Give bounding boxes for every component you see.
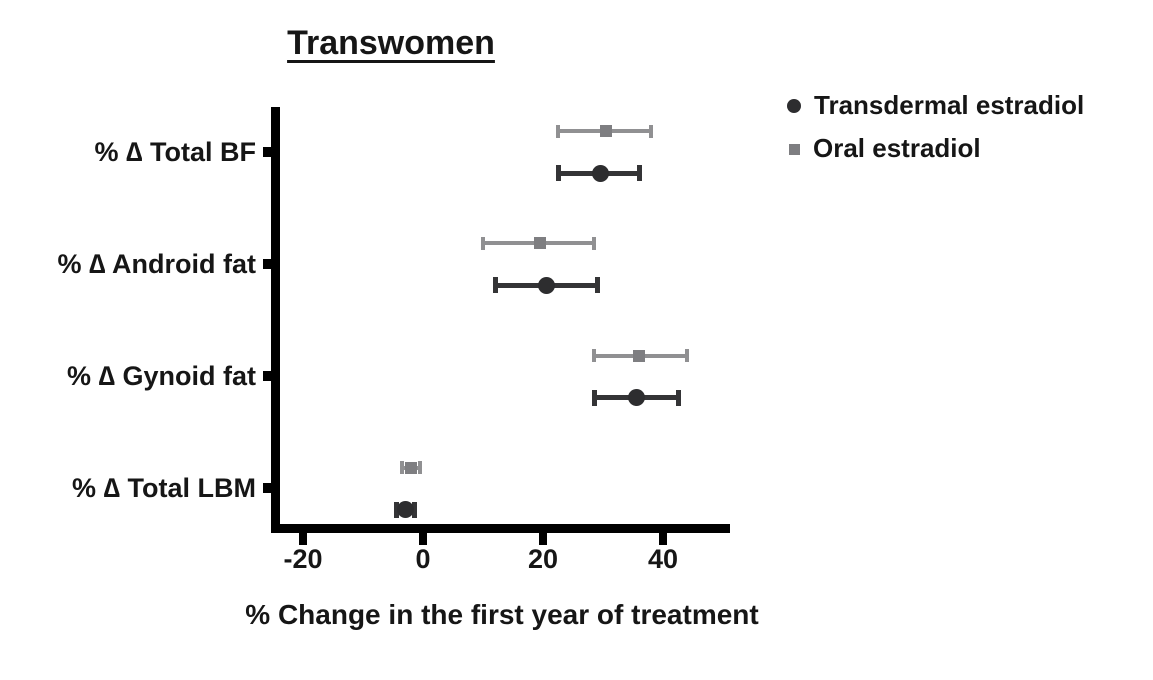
error-bar-cap <box>418 461 422 475</box>
x-tick-label: 20 <box>527 544 559 574</box>
x-axis-title: % Change in the first year of treatment <box>245 599 759 630</box>
category-label: % ∆ Gynoid fat <box>66 361 256 392</box>
error-bar-cap <box>393 501 399 518</box>
y-axis-tick <box>263 146 272 157</box>
data-marker-square <box>534 237 546 250</box>
error-bar-cap <box>675 389 681 406</box>
data-marker-square <box>405 461 417 474</box>
x-axis-tick <box>659 533 667 545</box>
y-axis-line <box>271 107 280 533</box>
legend-item-transdermal-estradiol: Transdermal estradiol <box>781 84 1084 127</box>
data-marker-circle <box>537 276 555 294</box>
error-bar-cap <box>592 349 596 363</box>
error-bar-cap <box>492 277 498 294</box>
circle-marker-icon <box>787 98 801 113</box>
error-bar-cap <box>594 277 600 294</box>
square-marker-icon <box>789 144 800 155</box>
x-tick-label: -20 <box>283 544 323 574</box>
error-bar-cap <box>400 461 404 475</box>
legend-item-oral-estradiol: Oral estradiol <box>781 127 1084 170</box>
y-axis-tick <box>263 483 272 494</box>
error-bar-cap <box>685 349 689 363</box>
x-tick-label: 0 <box>415 544 431 574</box>
error-bar-cap <box>592 236 596 250</box>
x-axis-tick <box>539 533 547 545</box>
error-bar-cap <box>591 389 597 406</box>
error-bar-cap <box>556 124 560 138</box>
error-bar-cap <box>555 165 561 181</box>
chart-title: Transwomen <box>287 24 495 62</box>
legend-label: Oral estradiol <box>813 133 981 163</box>
category-label: % ∆ Android fat <box>57 248 256 279</box>
y-axis-tick <box>263 371 272 382</box>
category-label: % ∆ Total LBM <box>71 473 256 504</box>
data-marker-circle <box>396 501 414 519</box>
data-marker-circle <box>591 164 609 182</box>
category-label: % ∆ Total BF <box>94 136 256 167</box>
data-marker-square <box>633 349 645 362</box>
data-marker-circle <box>627 389 645 407</box>
x-tick-label: 40 <box>647 544 679 574</box>
y-axis-tick <box>263 258 272 269</box>
error-bar-cap <box>636 165 642 181</box>
error-bar-cap <box>649 124 653 138</box>
data-marker-square <box>600 125 612 137</box>
x-axis-tick <box>299 533 307 545</box>
x-axis-tick <box>419 533 427 545</box>
error-bar-cap <box>481 236 485 250</box>
legend-label: Transdermal estradiol <box>814 90 1085 120</box>
legend: Transdermal estradiol Oral estradiol <box>781 84 1084 170</box>
x-axis-line <box>271 524 730 533</box>
error-bar-cap <box>411 501 417 518</box>
